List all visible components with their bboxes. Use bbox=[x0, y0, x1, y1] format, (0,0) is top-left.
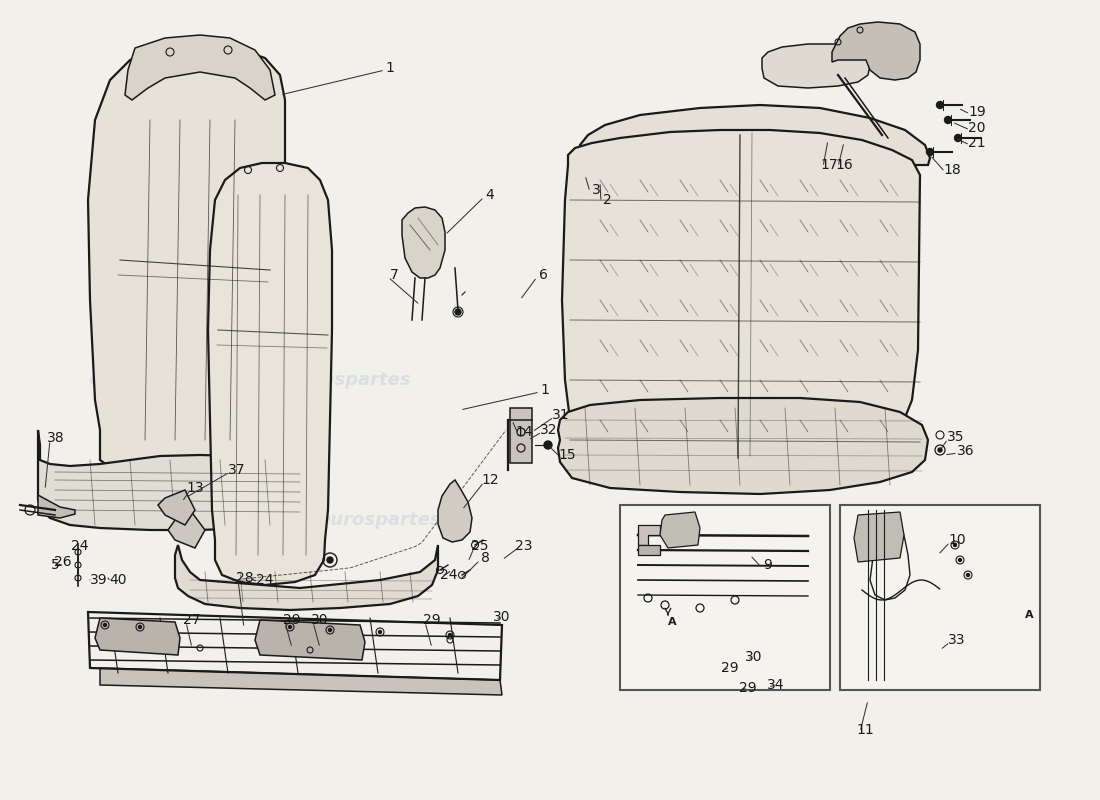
Text: 24: 24 bbox=[72, 539, 89, 553]
Polygon shape bbox=[39, 430, 313, 530]
Circle shape bbox=[544, 441, 552, 449]
Text: 3: 3 bbox=[592, 183, 601, 197]
Circle shape bbox=[967, 574, 969, 577]
Circle shape bbox=[378, 630, 382, 634]
Bar bbox=[840, 505, 1040, 690]
Polygon shape bbox=[762, 44, 870, 88]
Text: 11: 11 bbox=[856, 723, 873, 737]
Circle shape bbox=[958, 558, 961, 562]
Circle shape bbox=[955, 134, 961, 142]
Text: A: A bbox=[668, 617, 676, 627]
Text: 23: 23 bbox=[515, 539, 532, 553]
Circle shape bbox=[926, 149, 934, 155]
Polygon shape bbox=[175, 545, 438, 610]
Polygon shape bbox=[168, 510, 205, 548]
Text: 17: 17 bbox=[821, 158, 838, 172]
Polygon shape bbox=[438, 480, 472, 542]
Bar bbox=[620, 505, 830, 690]
Circle shape bbox=[954, 543, 957, 546]
Text: 20: 20 bbox=[968, 121, 986, 135]
Text: 30: 30 bbox=[311, 613, 329, 627]
Circle shape bbox=[455, 309, 461, 315]
Circle shape bbox=[936, 102, 944, 109]
Text: 30: 30 bbox=[746, 650, 762, 664]
Text: 8: 8 bbox=[481, 551, 490, 565]
Text: 12: 12 bbox=[481, 473, 498, 487]
Text: 1: 1 bbox=[386, 61, 395, 75]
Text: eurospartes: eurospartes bbox=[759, 471, 881, 489]
Text: 6: 6 bbox=[539, 268, 548, 282]
Bar bbox=[510, 408, 532, 463]
Text: 35: 35 bbox=[947, 430, 965, 444]
Polygon shape bbox=[660, 512, 700, 548]
Circle shape bbox=[327, 557, 333, 563]
Text: eurospartes: eurospartes bbox=[139, 511, 262, 529]
Circle shape bbox=[139, 626, 142, 629]
Polygon shape bbox=[562, 130, 920, 465]
Text: 7: 7 bbox=[389, 268, 398, 282]
Polygon shape bbox=[402, 207, 446, 278]
Text: 18: 18 bbox=[943, 163, 961, 177]
Polygon shape bbox=[638, 545, 660, 555]
Text: 31: 31 bbox=[552, 408, 570, 422]
Text: 24: 24 bbox=[440, 568, 458, 582]
Text: 24: 24 bbox=[256, 573, 274, 587]
Text: 34: 34 bbox=[768, 678, 784, 692]
Text: 33: 33 bbox=[948, 633, 966, 647]
Polygon shape bbox=[88, 44, 285, 482]
Text: 19: 19 bbox=[968, 105, 986, 119]
Text: eurospartes: eurospartes bbox=[319, 511, 441, 529]
Text: 37: 37 bbox=[229, 463, 245, 477]
Circle shape bbox=[945, 117, 952, 123]
Text: 10: 10 bbox=[948, 533, 966, 547]
Circle shape bbox=[103, 623, 107, 626]
Polygon shape bbox=[208, 163, 332, 585]
Text: eurospartes: eurospartes bbox=[288, 371, 411, 389]
Text: 13: 13 bbox=[186, 481, 204, 495]
Polygon shape bbox=[125, 35, 275, 100]
Text: 25: 25 bbox=[471, 539, 488, 553]
Text: 29: 29 bbox=[739, 681, 757, 695]
Text: 38: 38 bbox=[47, 431, 65, 445]
Text: 1: 1 bbox=[540, 383, 549, 397]
Polygon shape bbox=[39, 495, 75, 518]
Text: 4: 4 bbox=[485, 188, 494, 202]
Text: 16: 16 bbox=[835, 158, 852, 172]
Text: 14: 14 bbox=[515, 425, 532, 439]
Text: 21: 21 bbox=[968, 136, 986, 150]
Text: 15: 15 bbox=[558, 448, 575, 462]
Text: 9: 9 bbox=[763, 558, 772, 572]
Text: 29: 29 bbox=[283, 613, 300, 627]
Circle shape bbox=[449, 634, 451, 637]
Text: eurospartes: eurospartes bbox=[89, 371, 211, 389]
Circle shape bbox=[288, 626, 292, 629]
Polygon shape bbox=[158, 490, 195, 525]
Polygon shape bbox=[854, 512, 904, 562]
Text: 5: 5 bbox=[51, 558, 59, 572]
Text: 26: 26 bbox=[54, 555, 72, 569]
Text: 28: 28 bbox=[236, 571, 254, 585]
Polygon shape bbox=[832, 22, 920, 80]
Text: eurospartes: eurospartes bbox=[639, 341, 761, 359]
Text: 40: 40 bbox=[109, 573, 126, 587]
Polygon shape bbox=[255, 620, 365, 660]
Text: 27: 27 bbox=[184, 613, 200, 627]
Circle shape bbox=[329, 629, 331, 631]
Polygon shape bbox=[638, 525, 660, 545]
Polygon shape bbox=[100, 668, 502, 695]
Polygon shape bbox=[580, 105, 930, 165]
Circle shape bbox=[938, 448, 942, 452]
Text: 36: 36 bbox=[957, 444, 975, 458]
Text: 29: 29 bbox=[424, 613, 441, 627]
Text: 29: 29 bbox=[722, 661, 739, 675]
Text: 39: 39 bbox=[90, 573, 108, 587]
Text: 32: 32 bbox=[540, 423, 558, 437]
Polygon shape bbox=[558, 398, 928, 494]
Text: A: A bbox=[1025, 610, 1034, 620]
Text: 30: 30 bbox=[493, 610, 510, 624]
Polygon shape bbox=[95, 618, 180, 655]
Text: 2: 2 bbox=[603, 193, 612, 207]
